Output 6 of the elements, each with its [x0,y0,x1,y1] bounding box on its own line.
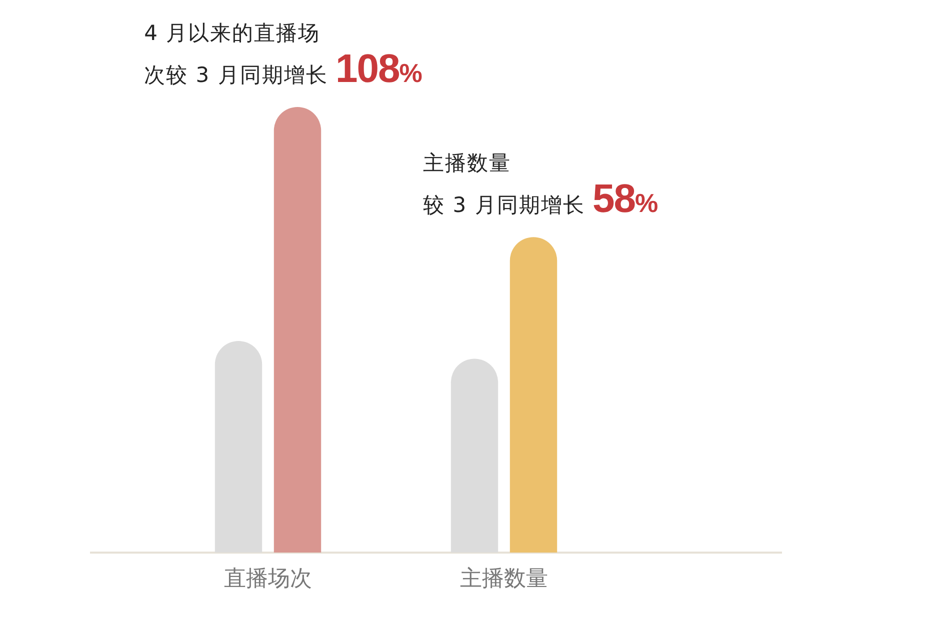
annotation: 主播数量较 3 月同期增长 58% [423,150,658,224]
x-tick-label: 主播数量 [460,566,548,592]
x-tick-label: 直播场次 [224,566,312,592]
bar [274,107,322,553]
text: 4 月以来的直播场次较 3 月同期增长 108% [144,20,422,93]
bar [510,237,558,553]
